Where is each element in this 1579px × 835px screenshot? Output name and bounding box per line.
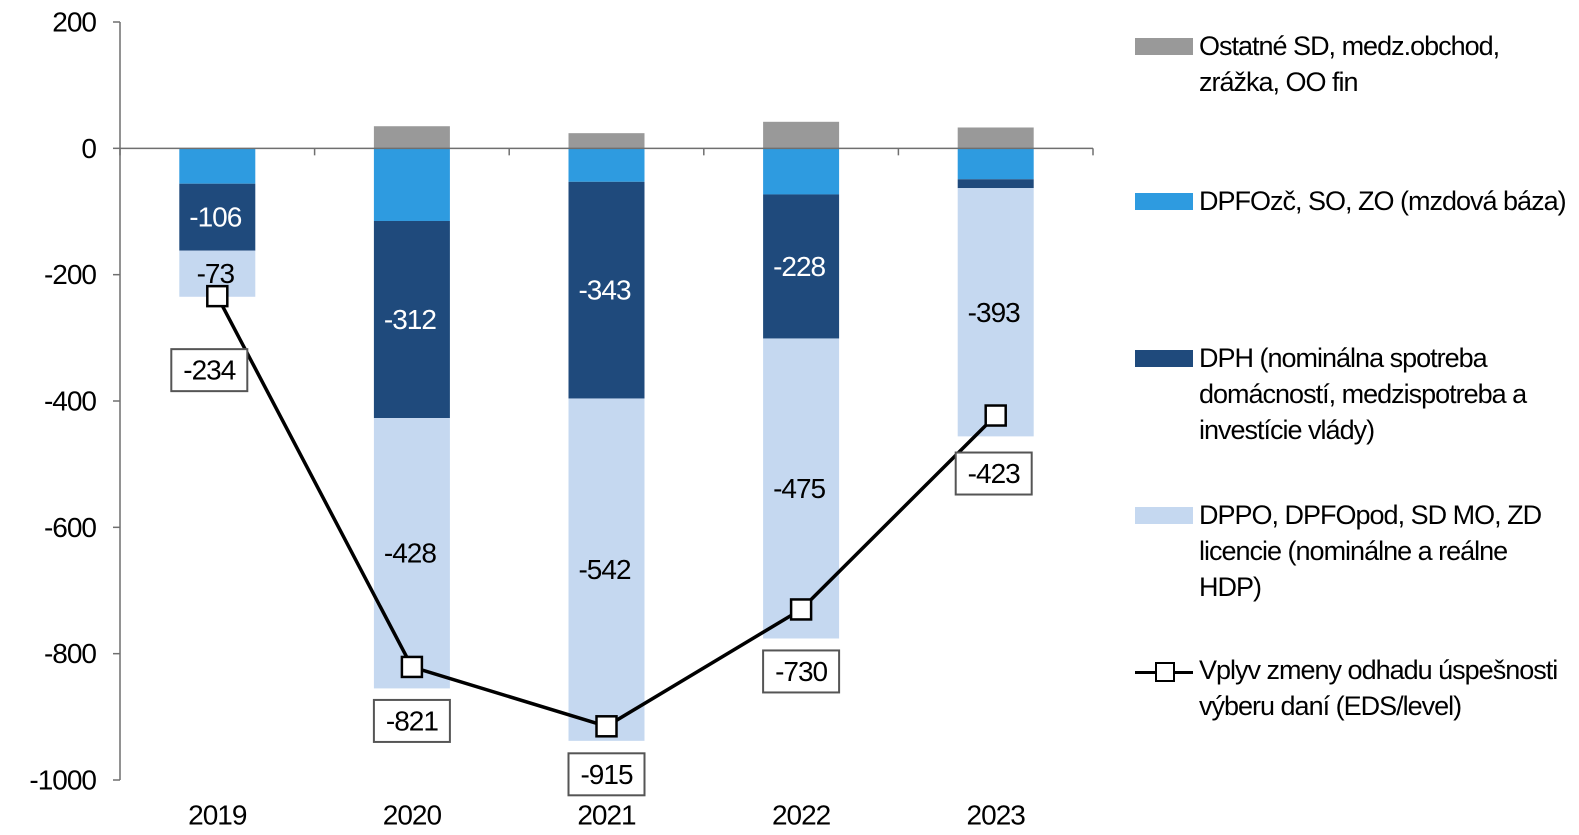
bar-2020-series-0 xyxy=(373,126,450,149)
legend-item-dppo: DPPO, DPFOpod, SD MO, ZD licencie (nomin… xyxy=(1135,497,1569,605)
bar-2022-series-0 xyxy=(763,121,840,149)
line-label-box-2023 xyxy=(954,451,1033,496)
line-label-2023: -423 xyxy=(968,458,1020,489)
line-label-2019: -234 xyxy=(183,355,235,386)
line-marker-2021 xyxy=(595,715,618,738)
bar-2019-series-2 xyxy=(179,183,256,251)
line-label-box-2020 xyxy=(372,698,451,743)
bar-2021-series-2 xyxy=(568,181,645,399)
x-tick-label-2020: 2020 xyxy=(383,800,442,831)
y-tick-label-0: 0 xyxy=(81,133,96,164)
bar-2023-series-1 xyxy=(957,148,1034,180)
bar-2023-series-0 xyxy=(957,127,1034,149)
legend-item-ostatne: Ostatné SD, medz.obchod, zrážka, OO fin xyxy=(1135,28,1569,100)
legend-swatch-dpfo xyxy=(1135,193,1193,210)
line-label-2022: -730 xyxy=(775,656,827,687)
legend-label-vplyv: Vplyv zmeny odhadu úspešnosti výberu dan… xyxy=(1199,655,1558,721)
legend-label-dpfo: DPFOzč, SO, ZO (mzdová báza) xyxy=(1199,186,1567,216)
bar-2022-series-1 xyxy=(763,148,840,195)
line-label-box-2022 xyxy=(762,649,841,694)
y-tick-label--800: -800 xyxy=(44,638,96,669)
bar-label-2021-series-3: -542 xyxy=(578,554,630,585)
line-label-2020: -821 xyxy=(386,705,438,736)
line-label-box-2021 xyxy=(567,752,646,797)
y-tick-label--1000: -1000 xyxy=(29,765,96,796)
line-marker-2022 xyxy=(789,598,813,621)
bar-label-2023-series-3: -393 xyxy=(968,297,1020,328)
line-marker-2020 xyxy=(400,655,424,679)
legend-item-dph: DPH (nominálna spotreba domácností, medz… xyxy=(1135,340,1569,448)
y-tick-label-200: 200 xyxy=(52,7,96,38)
y-tick-label--200: -200 xyxy=(44,259,96,290)
line-marker-2019 xyxy=(206,284,229,308)
legend-item-vplyv: Vplyv zmeny odhadu úspešnosti výberu dan… xyxy=(1135,652,1569,724)
bar-2023-series-3 xyxy=(957,188,1034,437)
bar-label-2022-series-2: -228 xyxy=(773,251,825,282)
bar-label-2019-series-2: -106 xyxy=(189,202,241,233)
bar-label-2020-series-3: -428 xyxy=(384,538,436,569)
bar-2021-series-1 xyxy=(568,148,645,182)
legend-label-dph: DPH (nominálna spotreba domácností, medz… xyxy=(1199,343,1527,445)
legend-swatch-dppo xyxy=(1135,507,1193,524)
bar-2023-series-2 xyxy=(957,179,1034,189)
legend-swatch-line xyxy=(1135,660,1193,684)
y-tick-label--400: -400 xyxy=(44,386,96,417)
bar-2021-series-0 xyxy=(568,133,645,149)
x-tick-label-2022: 2022 xyxy=(772,800,831,831)
bar-2020-series-2 xyxy=(373,220,450,419)
x-tick-label-2023: 2023 xyxy=(967,800,1026,831)
legend-swatch-dph xyxy=(1135,350,1193,367)
bar-label-2019-series-3: -73 xyxy=(197,258,235,289)
bar-label-2022-series-3: -475 xyxy=(773,473,825,504)
x-tick-label-2019: 2019 xyxy=(188,800,247,831)
line-label-box-2019 xyxy=(170,348,249,393)
bar-2021-series-3 xyxy=(568,398,645,741)
bar-label-2021-series-2: -343 xyxy=(578,275,630,306)
y-tick-label--600: -600 xyxy=(44,512,96,543)
bar-2020-series-3 xyxy=(373,418,450,689)
legend-label-ostatne: Ostatné SD, medz.obchod, zrážka, OO fin xyxy=(1199,31,1500,97)
bar-label-2020-series-2: -312 xyxy=(384,304,436,335)
stacked-bar-chart: -106 -73 -312 -428 -343 -542 -228 -475 -393 200 0 -… xyxy=(29,7,1094,831)
bar-2020-series-1 xyxy=(373,148,450,221)
legend-item-dpfo: DPFOzč, SO, ZO (mzdová báza) xyxy=(1135,183,1569,219)
line-label-2021: -915 xyxy=(580,759,632,790)
bar-2019-series-1 xyxy=(179,148,256,184)
bar-2022-series-2 xyxy=(763,194,840,339)
x-tick-label-2021: 2021 xyxy=(577,800,636,831)
line-marker-2023 xyxy=(984,404,1007,427)
legend-swatch-ostatne xyxy=(1135,38,1193,55)
legend-label-dppo: DPPO, DPFOpod, SD MO, ZD licencie (nomin… xyxy=(1199,500,1542,602)
bar-2022-series-3 xyxy=(763,338,840,639)
